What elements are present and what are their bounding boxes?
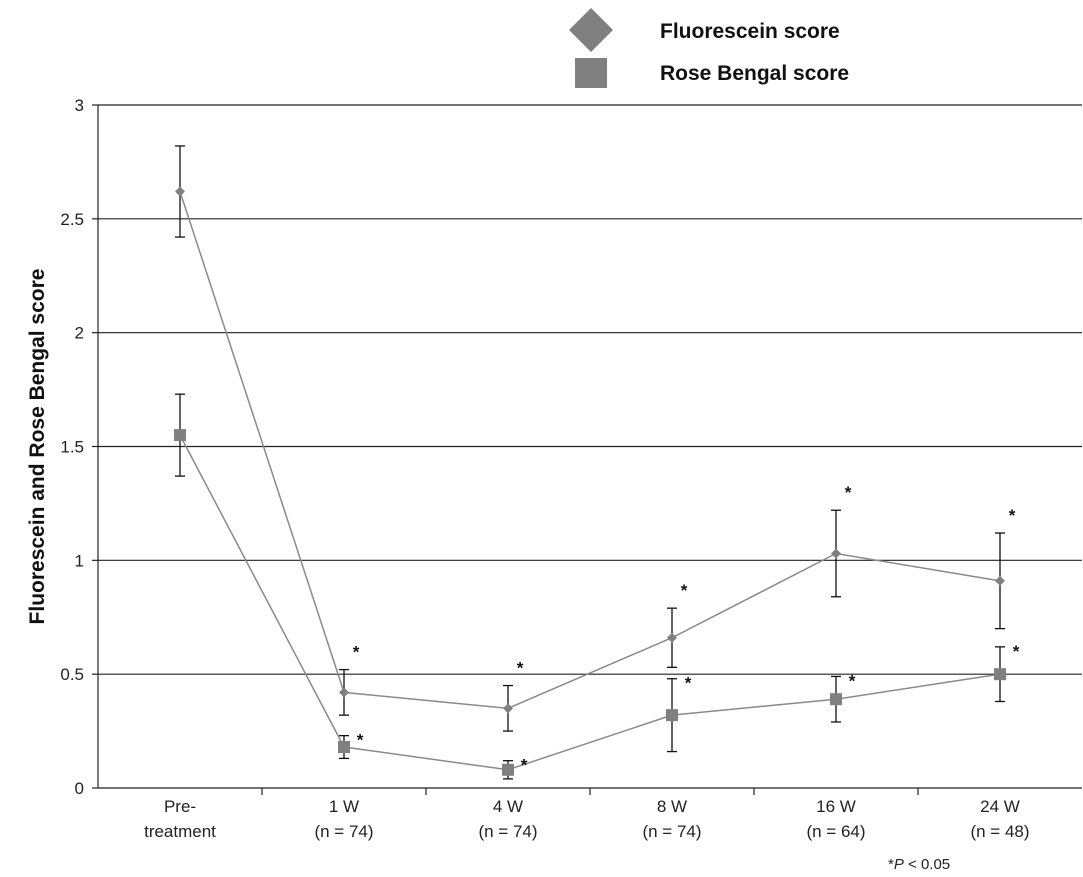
y-tick-label-6: 3 (75, 96, 84, 115)
fluorescein-significance-5: * (1009, 506, 1016, 525)
rose-bengal-point-4 (830, 693, 842, 706)
x-tick-label-3: 8 W (657, 797, 687, 816)
rose-bengal-point-0 (174, 429, 186, 442)
rose-bengal-significance-5: * (1013, 642, 1020, 661)
y-tick-label-0: 0 (75, 779, 84, 798)
x-tick-sublabel-5: (n = 48) (970, 822, 1029, 841)
fluorescein-significance-3: * (681, 581, 688, 600)
rose-bengal-significance-4: * (849, 671, 856, 690)
x-tick-sublabel-2: (n = 74) (478, 822, 537, 841)
x-tick-sublabel-3: (n = 74) (642, 822, 701, 841)
fluorescein-point-1 (339, 687, 349, 698)
fluorescein-significance-4: * (845, 483, 852, 502)
fluorescein-point-3 (667, 632, 677, 643)
y-axis-label: Fluorescein and Rose Bengal score (26, 269, 49, 625)
rose-bengal-series-line (179, 434, 1001, 771)
y-tick-label-4: 2 (75, 324, 84, 343)
legend-rose-bengal-label: Rose Bengal score (660, 62, 849, 85)
legend-rose-bengal-marker (575, 58, 607, 88)
fluorescein-significance-2: * (517, 659, 524, 678)
fluorescein-point-5 (995, 575, 1005, 586)
fluorescein-significance-1: * (353, 643, 360, 662)
x-tick-label-1: 1 W (329, 797, 359, 816)
legend-fluorescein-label: Fluorescein score (660, 20, 840, 43)
fluorescein-point-4 (831, 548, 841, 559)
x-tick-label-0: Pre- (164, 797, 196, 816)
x-tick-label-4: 16 W (816, 797, 856, 816)
rose-bengal-significance-3: * (685, 674, 692, 693)
x-tick-label-5: 24 W (980, 797, 1020, 816)
fluorescein-point-0 (175, 186, 185, 197)
y-tick-label-2: 1 (75, 551, 84, 570)
y-tick-label-3: 1.5 (60, 438, 84, 457)
footnote: *P < 0.05 (888, 856, 950, 873)
rose-bengal-significance-1: * (357, 731, 364, 750)
x-tick-sublabel-4: (n = 64) (806, 822, 865, 841)
y-tick-label-5: 2.5 (60, 210, 84, 229)
rose-bengal-point-1 (338, 741, 350, 754)
x-tick-label-2: 4 W (493, 797, 523, 816)
rose-bengal-point-5 (994, 668, 1006, 681)
x-tick-sublabel-0: treatment (144, 822, 216, 841)
rose-bengal-point-2 (502, 763, 514, 776)
legend-fluorescein-marker (569, 8, 613, 52)
y-tick-label-1: 0.5 (60, 665, 84, 684)
fluorescein-point-2 (503, 703, 513, 714)
fluorescein-series-line (179, 191, 1001, 710)
x-tick-sublabel-1: (n = 74) (314, 822, 373, 841)
rose-bengal-point-3 (666, 709, 678, 722)
rose-bengal-significance-2: * (521, 756, 528, 775)
